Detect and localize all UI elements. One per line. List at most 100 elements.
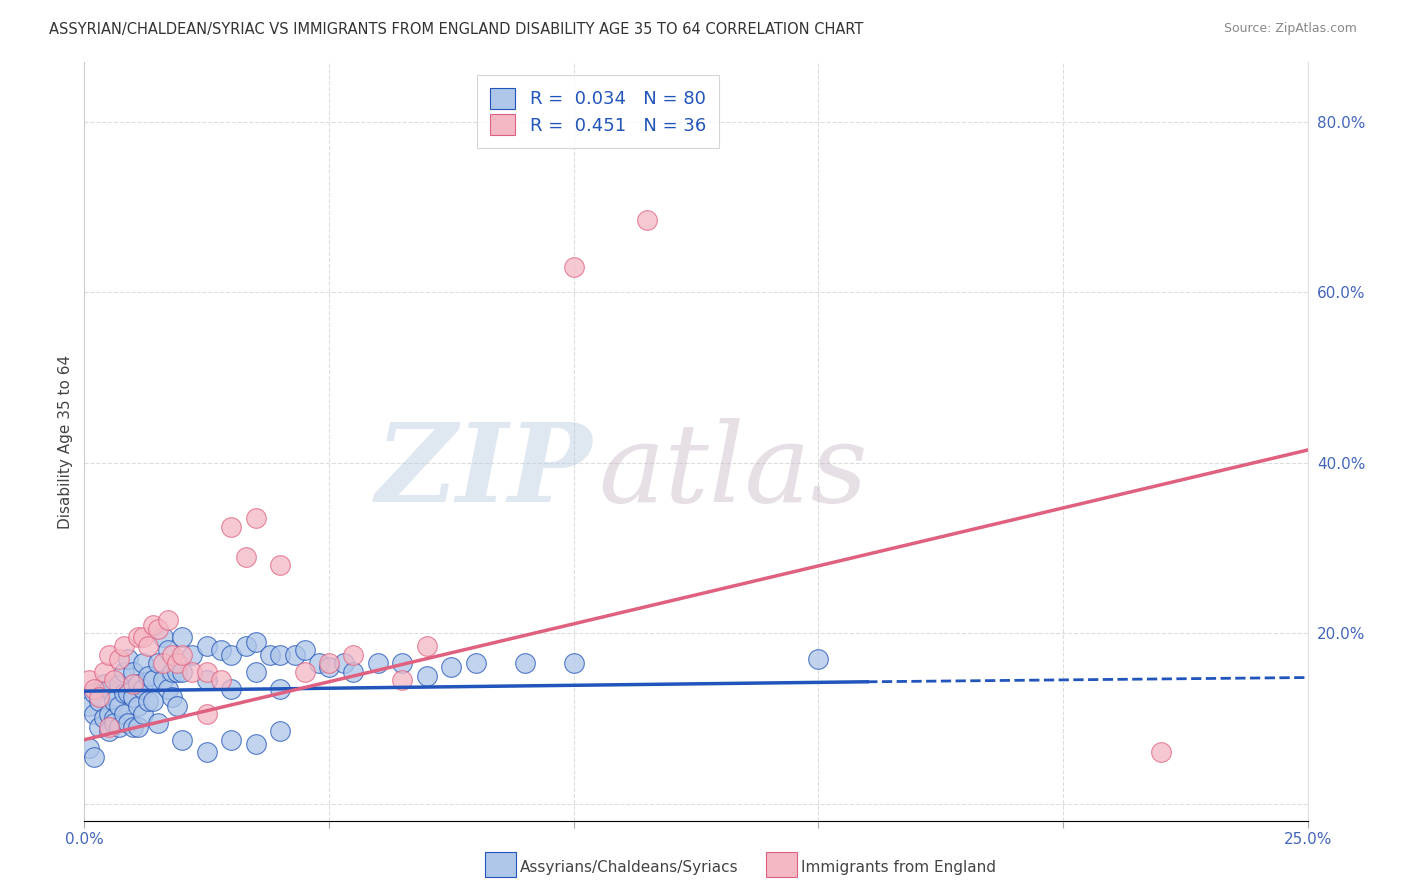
Point xyxy=(807,652,830,666)
Point xyxy=(195,707,218,722)
Point xyxy=(122,665,145,679)
Point xyxy=(142,673,165,687)
Point xyxy=(103,673,125,687)
Point xyxy=(156,643,179,657)
Point xyxy=(87,720,110,734)
Point xyxy=(83,686,105,700)
Point xyxy=(235,639,257,653)
Point xyxy=(107,720,129,734)
Point xyxy=(562,260,585,274)
Point xyxy=(209,673,232,687)
Point xyxy=(172,631,194,645)
Point xyxy=(245,511,267,525)
Point xyxy=(132,681,155,696)
Point xyxy=(127,720,149,734)
Point xyxy=(107,652,129,666)
Point xyxy=(195,746,218,760)
Point xyxy=(127,631,149,645)
Point xyxy=(562,656,585,670)
Point xyxy=(219,520,242,534)
Point xyxy=(181,665,204,679)
Point xyxy=(93,711,115,725)
Point xyxy=(152,673,174,687)
Point xyxy=(156,681,179,696)
Point xyxy=(132,631,155,645)
Legend: R =  0.034   N = 80, R =  0.451   N = 36: R = 0.034 N = 80, R = 0.451 N = 36 xyxy=(478,75,718,148)
Point xyxy=(172,665,194,679)
Point xyxy=(259,648,281,662)
Y-axis label: Disability Age 35 to 64: Disability Age 35 to 64 xyxy=(58,354,73,529)
Point xyxy=(332,656,354,670)
Point xyxy=(107,698,129,713)
Point xyxy=(245,737,267,751)
Point xyxy=(83,707,105,722)
Point xyxy=(107,677,129,691)
Point xyxy=(142,617,165,632)
Point xyxy=(93,665,115,679)
Point xyxy=(219,681,242,696)
Point xyxy=(83,749,105,764)
Point xyxy=(269,681,291,696)
Point xyxy=(97,724,120,739)
Point xyxy=(162,665,184,679)
Point xyxy=(209,643,232,657)
Point xyxy=(391,656,413,670)
Point xyxy=(318,656,340,670)
Point xyxy=(112,639,135,653)
Point xyxy=(132,707,155,722)
Point xyxy=(142,694,165,708)
Point xyxy=(97,720,120,734)
Point xyxy=(132,656,155,670)
Point xyxy=(195,665,218,679)
Point xyxy=(117,652,139,666)
Point xyxy=(97,707,120,722)
Text: Source: ZipAtlas.com: Source: ZipAtlas.com xyxy=(1223,22,1357,36)
Point xyxy=(117,686,139,700)
Point xyxy=(172,648,194,662)
Point xyxy=(342,648,364,662)
Point xyxy=(117,715,139,730)
Point xyxy=(172,732,194,747)
Point xyxy=(269,558,291,572)
Point xyxy=(219,648,242,662)
Text: Immigrants from England: Immigrants from England xyxy=(801,861,997,875)
Text: Assyrians/Chaldeans/Syriacs: Assyrians/Chaldeans/Syriacs xyxy=(520,861,738,875)
Point xyxy=(87,694,110,708)
Point xyxy=(146,622,169,636)
Point xyxy=(416,639,439,653)
Point xyxy=(162,690,184,705)
Point xyxy=(87,690,110,705)
Point xyxy=(235,549,257,564)
Point xyxy=(93,677,115,691)
Point xyxy=(245,665,267,679)
Point xyxy=(284,648,307,662)
Point xyxy=(440,660,463,674)
Point xyxy=(122,690,145,705)
Point xyxy=(1150,746,1173,760)
Point xyxy=(513,656,536,670)
Point xyxy=(97,648,120,662)
Point xyxy=(112,665,135,679)
Point xyxy=(103,715,125,730)
Point xyxy=(416,669,439,683)
Point xyxy=(127,698,149,713)
Point xyxy=(318,660,340,674)
Point xyxy=(367,656,389,670)
Point xyxy=(103,694,125,708)
Text: ASSYRIAN/CHALDEAN/SYRIAC VS IMMIGRANTS FROM ENGLAND DISABILITY AGE 35 TO 64 CORR: ASSYRIAN/CHALDEAN/SYRIAC VS IMMIGRANTS F… xyxy=(49,22,863,37)
Point xyxy=(136,694,159,708)
Point xyxy=(162,648,184,662)
Point xyxy=(136,639,159,653)
Point xyxy=(636,213,658,227)
Point xyxy=(294,643,316,657)
Point xyxy=(219,732,242,747)
Point xyxy=(308,656,330,670)
Point xyxy=(391,673,413,687)
Point xyxy=(146,656,169,670)
Point xyxy=(136,669,159,683)
Point xyxy=(166,698,188,713)
Point xyxy=(122,720,145,734)
Point xyxy=(127,677,149,691)
Point xyxy=(122,677,145,691)
Point xyxy=(245,634,267,648)
